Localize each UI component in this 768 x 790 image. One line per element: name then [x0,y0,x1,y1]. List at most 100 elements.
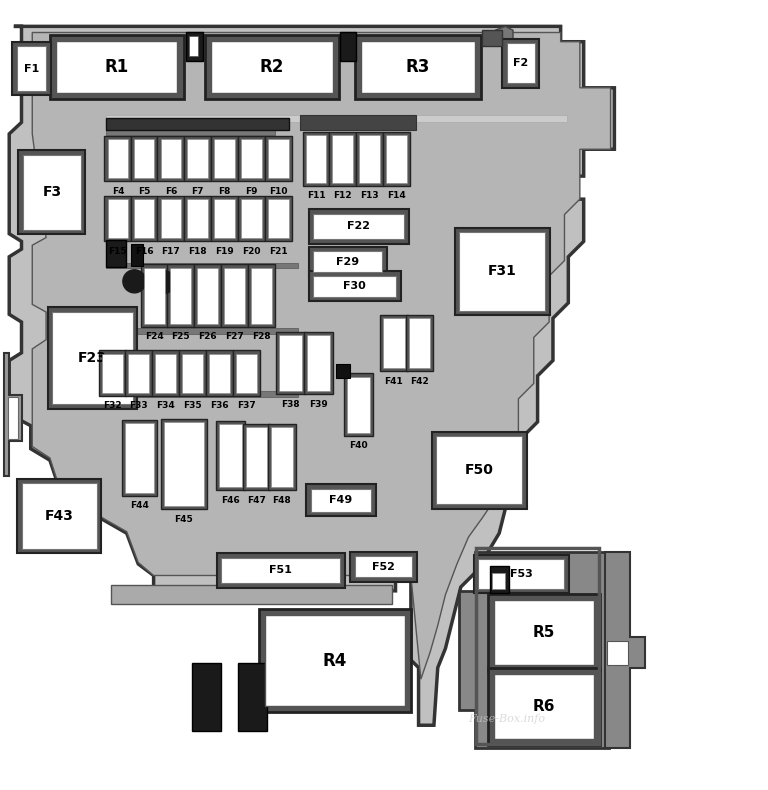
Bar [507,43,535,83]
Bar [131,244,143,266]
Bar [329,132,356,186]
Bar [409,318,430,368]
Text: F22: F22 [347,221,370,231]
Bar [236,354,257,393]
Bar [187,139,208,179]
Bar [490,566,509,593]
Text: F13: F13 [360,191,379,201]
Bar [17,479,101,553]
Bar [224,268,245,324]
Bar [355,35,481,100]
Bar [307,335,330,391]
Text: F12: F12 [333,191,352,201]
Text: F17: F17 [161,246,180,256]
Text: F18: F18 [188,246,207,256]
Bar [219,424,242,487]
Bar [406,315,433,371]
Bar [246,427,267,487]
Bar [144,268,165,324]
Bar [179,351,206,396]
Bar [164,422,204,506]
Bar [131,136,157,182]
Bar [492,574,505,589]
Bar [383,132,410,186]
Bar [494,674,594,739]
Bar [303,132,329,186]
Bar [221,265,248,326]
Text: R4: R4 [323,652,347,670]
Polygon shape [605,552,645,748]
Bar [221,558,340,583]
Bar [306,134,326,183]
Text: F5: F5 [137,187,151,196]
Text: R5: R5 [532,625,555,640]
Text: F27: F27 [225,332,244,341]
Bar [474,555,569,593]
Bar [106,240,126,267]
Bar [189,36,198,55]
Bar [243,424,270,491]
Bar [268,139,289,179]
Text: F14: F14 [387,191,406,201]
Bar [359,134,380,183]
Text: F45: F45 [174,515,194,524]
Bar [607,641,628,665]
Text: F47: F47 [247,495,266,505]
Bar [436,436,522,504]
Bar [313,214,404,239]
Bar [306,484,376,517]
Bar [52,312,133,404]
Text: F31: F31 [488,265,517,278]
Text: F48: F48 [273,495,291,505]
Bar [478,559,564,589]
Bar [182,354,203,393]
Text: F4: F4 [111,187,124,196]
Text: F11: F11 [306,191,326,201]
Text: F6: F6 [164,187,177,196]
Bar [380,315,408,371]
Bar [206,351,233,396]
Text: F36: F36 [210,401,229,410]
Text: F30: F30 [343,281,366,292]
Bar [241,199,262,239]
Polygon shape [490,26,513,42]
Bar [383,318,405,368]
Circle shape [152,271,175,294]
Text: F25: F25 [171,332,190,341]
Text: F51: F51 [270,566,292,575]
Bar [187,199,208,239]
Bar [214,199,235,239]
Bar [265,615,405,706]
Bar [106,263,298,269]
Bar [340,32,356,61]
Text: F29: F29 [336,257,359,267]
Text: F50: F50 [465,463,494,477]
Bar [488,668,600,745]
Text: F53: F53 [510,569,533,579]
Text: F1: F1 [24,64,39,73]
Bar [216,421,245,491]
Bar [217,553,345,588]
Bar [134,199,154,239]
Bar [502,39,539,88]
Bar [111,585,392,604]
Text: F28: F28 [252,332,271,341]
Text: F7: F7 [191,187,204,196]
Bar [104,136,131,182]
Bar [361,41,475,93]
Bar [104,196,131,242]
Text: R1: R1 [104,58,129,76]
Bar [211,41,333,93]
Text: F40: F40 [349,441,368,450]
Bar [238,136,265,182]
Bar [279,335,302,391]
Text: F37: F37 [237,401,256,410]
Bar [347,377,370,433]
Polygon shape [32,32,611,679]
Bar [157,196,184,242]
Bar [184,136,211,182]
Bar [238,196,265,242]
Bar [309,246,387,276]
Bar [161,419,207,510]
Bar [17,47,46,91]
